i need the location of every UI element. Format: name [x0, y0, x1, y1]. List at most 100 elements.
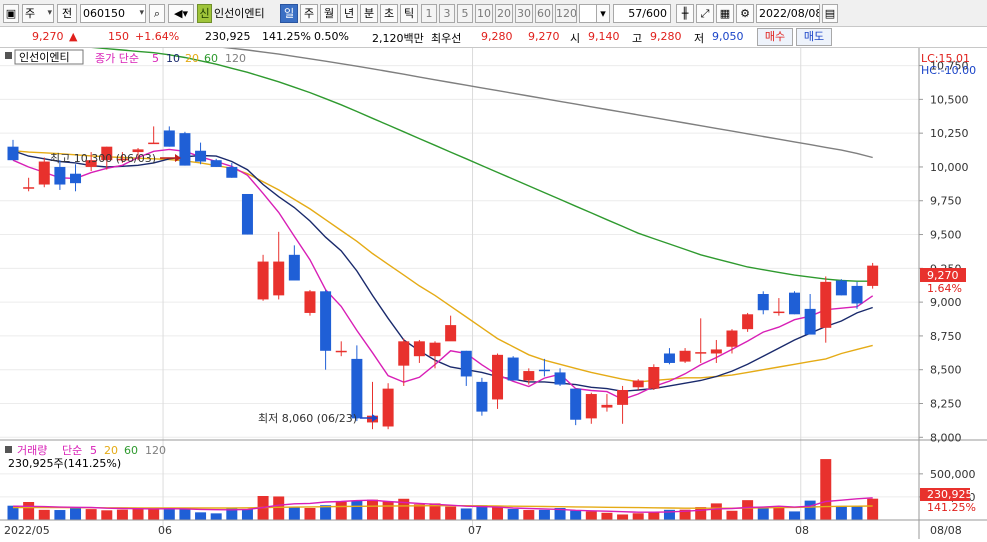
- chart-area[interactable]: 8,0008,2508,5008,7509,0009,2509,5009,750…: [0, 35, 987, 539]
- price-volume-chart[interactable]: 8,0008,2508,5008,7509,0009,2509,5009,750…: [0, 35, 987, 539]
- stock-code-input[interactable]: 060150: [80, 4, 146, 23]
- candle-body: [867, 265, 879, 286]
- interval-20[interactable]: 20: [495, 4, 513, 23]
- line-tool-icon[interactable]: ⤢: [696, 4, 714, 23]
- y-tick-label: 9,750: [930, 195, 962, 208]
- candle-body: [757, 294, 769, 311]
- candle-body: [195, 150, 207, 162]
- vol-current-text: 230,925주(141.25%): [8, 457, 121, 470]
- sell-button[interactable]: 매도: [796, 28, 832, 46]
- legend-ma10: 10: [166, 52, 180, 65]
- volume-bar: [679, 509, 691, 520]
- candle-body: [835, 280, 847, 296]
- interval-60[interactable]: 60: [535, 4, 553, 23]
- calendar-icon[interactable]: ▤: [822, 4, 838, 23]
- candle-body: [226, 166, 238, 178]
- date-input[interactable]: 2022/08/08: [756, 4, 820, 23]
- period-day[interactable]: 일: [280, 4, 298, 23]
- volume-bar: [382, 501, 394, 520]
- candle-body: [429, 342, 441, 357]
- volume-bar: [273, 496, 285, 520]
- volume-bar: [835, 505, 847, 520]
- chart-type-select[interactable]: 주: [22, 4, 54, 23]
- volume-bar: [413, 504, 425, 520]
- volume-bar: [335, 502, 347, 520]
- chart-toolbar: ▣ 주 전 060150 ⌕ ◀︎▾ 신 인선이엔티 일 주 월 년 분 초 틱…: [0, 0, 987, 27]
- interval-5[interactable]: 5: [457, 4, 473, 23]
- period-year[interactable]: 년: [340, 4, 358, 23]
- x-axis-label: 06: [158, 524, 172, 537]
- gear-icon[interactable]: ⚙: [736, 4, 754, 23]
- volume-bar: [523, 510, 535, 520]
- candle-body: [288, 254, 300, 281]
- y-tick-label: 10,750: [930, 60, 969, 73]
- vol-legend-ma20: 20: [104, 444, 118, 457]
- last-vol-pct-tag: 141.25%: [927, 501, 976, 514]
- candle-body: [241, 193, 253, 235]
- bar-count-input[interactable]: 57/600: [613, 4, 671, 23]
- volume-bar: [163, 507, 175, 520]
- prev-button[interactable]: 전: [57, 4, 77, 23]
- volume-bar: [460, 508, 472, 520]
- candle-body: [210, 160, 222, 167]
- candle-body: [116, 158, 128, 161]
- candle-body: [54, 166, 66, 185]
- volume-bar: [101, 510, 113, 520]
- interval-30[interactable]: 30: [515, 4, 533, 23]
- candle-body: [460, 350, 472, 377]
- grid-icon[interactable]: ▦: [716, 4, 734, 23]
- search-icon[interactable]: ⌕: [149, 4, 165, 23]
- candle-body: [492, 354, 504, 400]
- y-tick-label: 9,500: [930, 229, 962, 242]
- interval-dropdown-icon[interactable]: ▾: [596, 4, 610, 23]
- period-month[interactable]: 월: [320, 4, 338, 23]
- vol-legend-square-icon: [5, 446, 12, 453]
- candle-type-icon[interactable]: ╫: [676, 4, 694, 23]
- y-tick-label: 10,500: [930, 93, 969, 106]
- interval-3[interactable]: 3: [439, 4, 455, 23]
- best-ask-label: 최우선: [431, 32, 462, 45]
- candle-body: [101, 146, 113, 161]
- volume-bar: [132, 508, 144, 520]
- x-axis-label: 2022/05: [4, 524, 50, 537]
- candle-body: [554, 372, 566, 385]
- y-tick-label: 10,250: [930, 127, 969, 140]
- buy-button[interactable]: 매수: [757, 28, 793, 46]
- volume-bar: [570, 510, 582, 520]
- candle-body: [70, 173, 82, 184]
- candle-body: [601, 404, 613, 408]
- volume-bar: [7, 505, 19, 520]
- period-tick[interactable]: 틱: [400, 4, 418, 23]
- period-minute[interactable]: 분: [360, 4, 378, 23]
- interval-120[interactable]: 120: [555, 4, 577, 23]
- speaker-icon[interactable]: ◀︎▾: [168, 4, 194, 23]
- period-second[interactable]: 초: [380, 4, 398, 23]
- candle-body: [742, 314, 754, 330]
- vol-legend-name: 거래량: [17, 444, 47, 457]
- volume-bar: [507, 508, 519, 520]
- vol-legend-ma-label: 단순: [62, 444, 82, 457]
- legend-square-icon: [5, 52, 12, 59]
- interval-1[interactable]: 1: [421, 4, 437, 23]
- ma5-line: [12, 148, 874, 401]
- period-week[interactable]: 주: [300, 4, 318, 23]
- candle-body: [382, 388, 394, 427]
- volume-bar: [70, 508, 82, 520]
- candle-body: [476, 381, 488, 412]
- candle-body: [632, 380, 644, 388]
- interval-10[interactable]: 10: [475, 4, 493, 23]
- volume-bar: [445, 506, 457, 520]
- open-label: 시: [570, 32, 581, 45]
- legend-ma-label: 종가 단순: [95, 52, 139, 65]
- volume-bar: [804, 500, 816, 520]
- best-bid-price: 9,270: [528, 30, 560, 43]
- legend-ma5: 5: [152, 52, 159, 65]
- chart-menu-icon[interactable]: ▣: [3, 4, 19, 23]
- lc-label: LC:15.01: [921, 52, 970, 65]
- sin-badge: 신: [197, 4, 212, 23]
- low-price: 9,050: [712, 30, 744, 43]
- y-tick-label: 8,750: [930, 330, 962, 343]
- volume-bar: [476, 505, 488, 520]
- volume-bar: [663, 509, 675, 520]
- volume-value: 230,925: [205, 30, 251, 43]
